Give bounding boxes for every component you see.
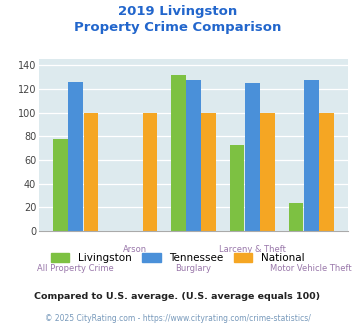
Text: Larceny & Theft: Larceny & Theft bbox=[219, 245, 286, 254]
Bar bbox=[319, 113, 334, 231]
Text: Property Crime Comparison: Property Crime Comparison bbox=[74, 21, 281, 34]
Bar bbox=[171, 75, 186, 231]
Bar bbox=[260, 113, 275, 231]
Text: © 2025 CityRating.com - https://www.cityrating.com/crime-statistics/: © 2025 CityRating.com - https://www.city… bbox=[45, 314, 310, 323]
Text: Burglary: Burglary bbox=[175, 264, 212, 273]
Text: Arson: Arson bbox=[122, 245, 147, 254]
Legend: Livingston, Tennessee, National: Livingston, Tennessee, National bbox=[47, 248, 308, 267]
Bar bbox=[53, 139, 68, 231]
Bar bbox=[289, 203, 303, 231]
Bar bbox=[186, 80, 201, 231]
Bar bbox=[304, 80, 318, 231]
Bar bbox=[143, 113, 157, 231]
Text: Motor Vehicle Theft: Motor Vehicle Theft bbox=[271, 264, 352, 273]
Text: 2019 Livingston: 2019 Livingston bbox=[118, 5, 237, 18]
Bar bbox=[84, 113, 98, 231]
Text: Compared to U.S. average. (U.S. average equals 100): Compared to U.S. average. (U.S. average … bbox=[34, 292, 321, 301]
Bar bbox=[230, 145, 244, 231]
Bar bbox=[69, 82, 83, 231]
Bar bbox=[245, 83, 260, 231]
Text: All Property Crime: All Property Crime bbox=[37, 264, 114, 273]
Bar bbox=[201, 113, 216, 231]
